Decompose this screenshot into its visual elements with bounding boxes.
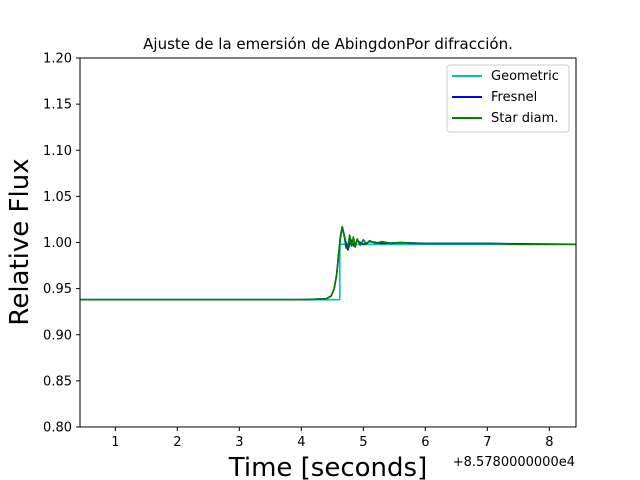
y-tick-label: 1.10 [43, 144, 72, 159]
chart-title: Ajuste de la emersión de AbingdonPor dif… [143, 35, 513, 53]
y-tick-label: 0.85 [43, 374, 72, 389]
x-tick-label: 7 [483, 435, 491, 450]
y-tick-label: 0.90 [43, 328, 72, 343]
y-axis-label: Relative Flux [5, 158, 35, 325]
legend-label-fresnel: Fresnel [491, 90, 537, 105]
x-tick-label: 1 [111, 435, 119, 450]
x-tick-label: 8 [545, 435, 553, 450]
x-tick-label: 3 [235, 435, 243, 450]
y-tick-label: 1.00 [43, 236, 72, 251]
y-tick-label: 1.20 [43, 52, 72, 67]
series-line-star-diam [80, 226, 576, 301]
legend-label-geometric: Geometric [491, 69, 559, 84]
x-offset-label: +8.5780000000e4 [453, 455, 575, 470]
y-tick-label: 1.05 [43, 190, 72, 205]
y-axis: 0.80 0.85 0.90 0.95 1.00 1.05 1.10 1.15 1.20 [43, 52, 80, 436]
y-tick-label: 0.80 [43, 421, 72, 436]
legend-box [446, 64, 570, 133]
x-tick-label: 2 [173, 435, 181, 450]
x-tick-label: 6 [421, 435, 429, 450]
legend: Geometric Fresnel Star diam. [446, 64, 570, 133]
series-layer [80, 226, 577, 301]
x-axis: 1 2 3 4 5 6 7 8 [111, 427, 553, 450]
y-tick-label: 0.95 [43, 282, 72, 297]
x-tick-label: 4 [297, 435, 305, 450]
legend-label-star-diam: Star diam. [491, 111, 558, 126]
x-tick-label: 5 [359, 435, 367, 450]
y-tick-label: 1.15 [43, 98, 72, 113]
x-axis-label: Time [seconds] [228, 453, 427, 480]
